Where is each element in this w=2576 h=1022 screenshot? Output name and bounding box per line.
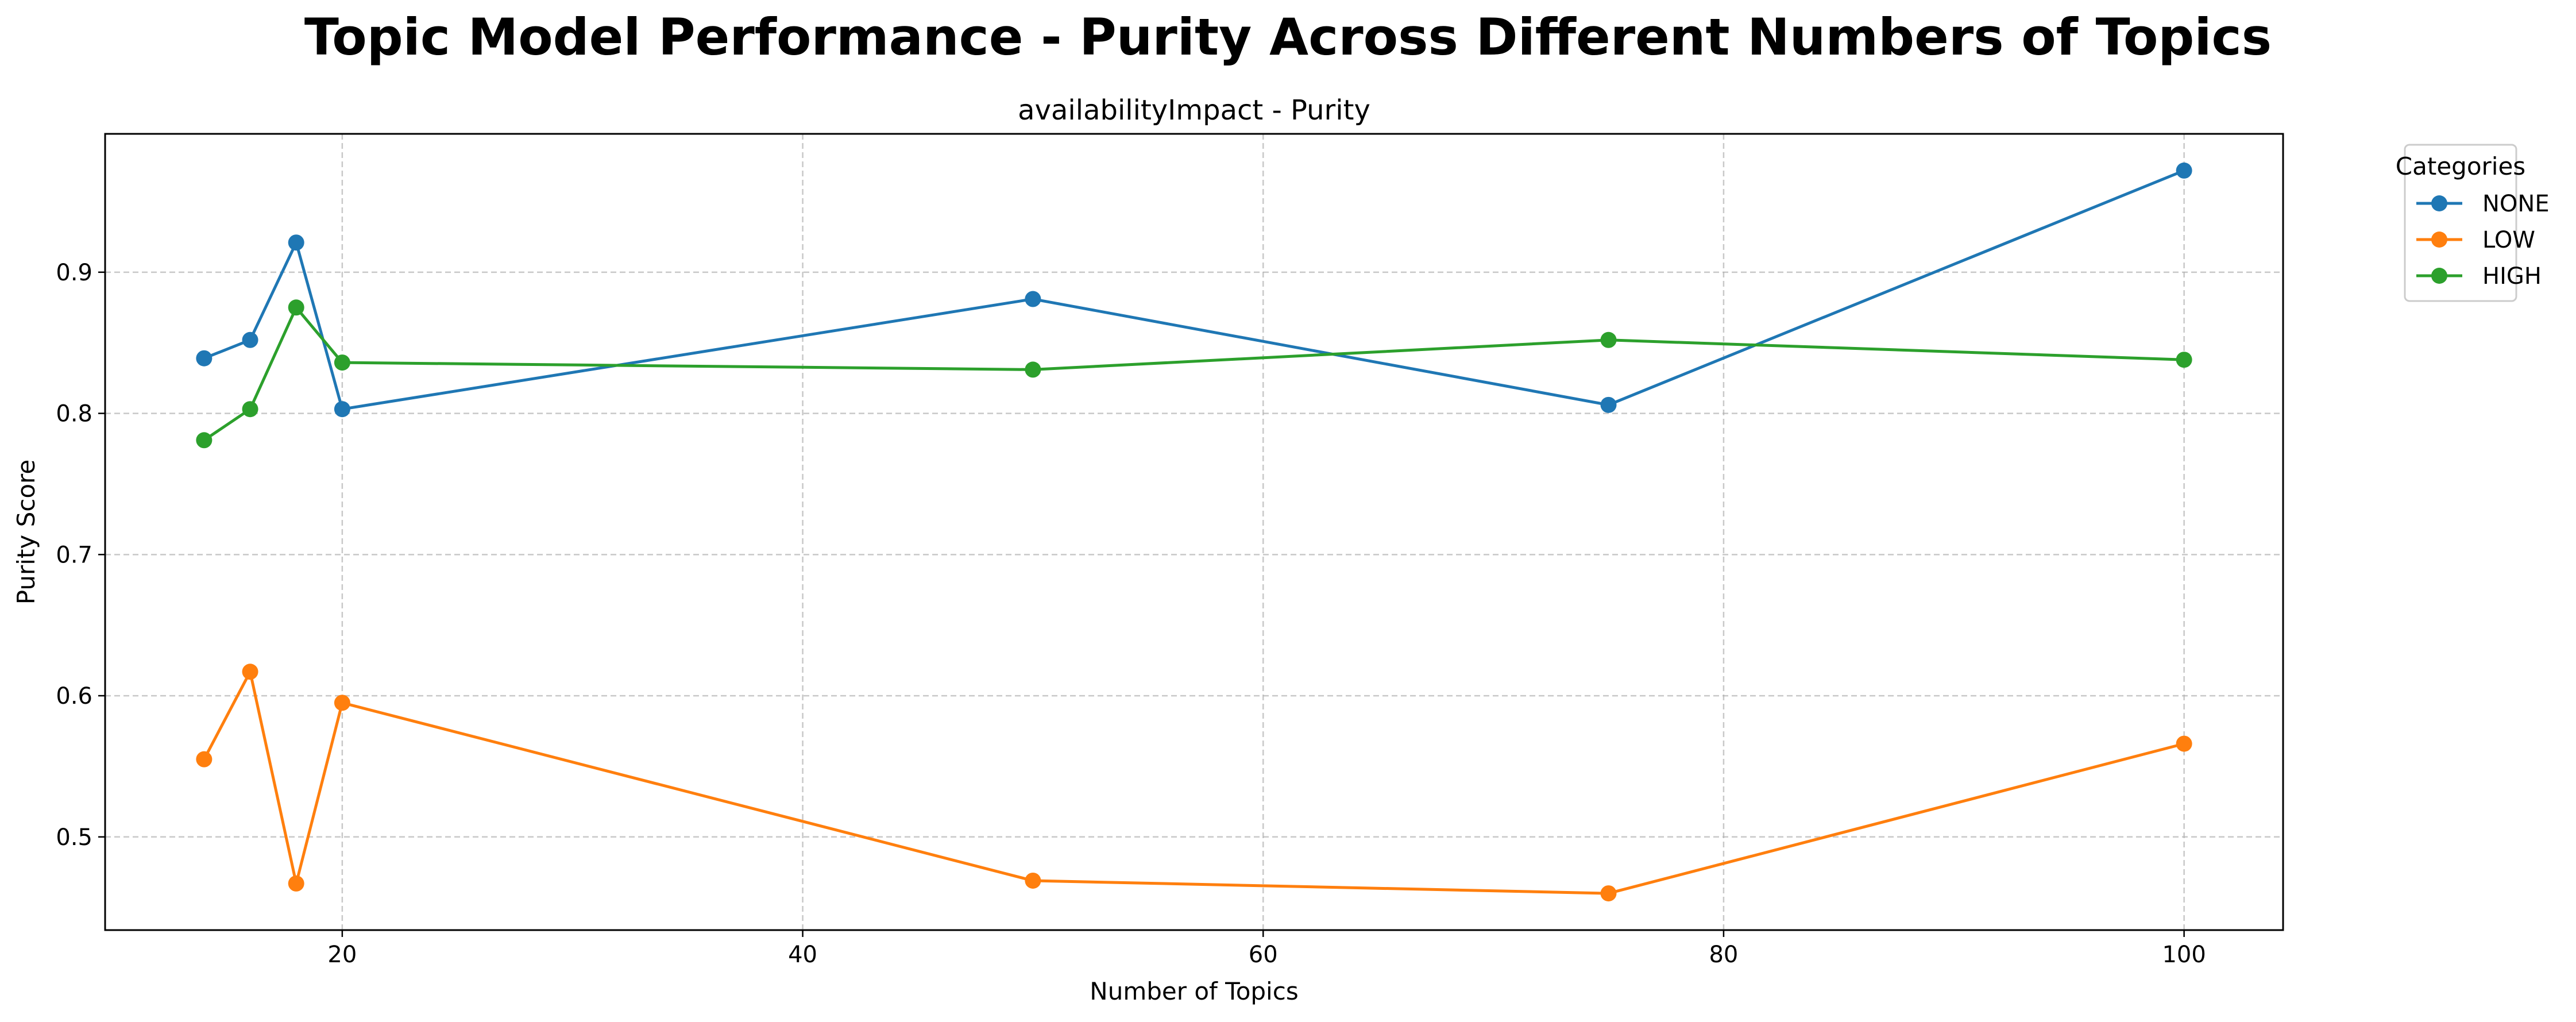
x-tick-label: 40 <box>788 942 817 968</box>
series-line-low <box>203 670 2185 895</box>
x-tick-label: 20 <box>327 942 357 968</box>
data-point-low <box>2176 735 2192 752</box>
data-point-high <box>288 299 304 316</box>
legend-swatch-marker <box>2431 232 2447 248</box>
legend-label: LOW <box>2482 227 2535 253</box>
legend-frame <box>2404 144 2517 302</box>
data-point-none <box>196 350 213 367</box>
data-point-high <box>334 354 350 371</box>
series-low <box>196 664 2192 902</box>
data-point-high <box>242 401 258 418</box>
x-tick-label: 100 <box>2162 942 2206 968</box>
y-tick-label: 0.6 <box>56 683 92 709</box>
legend-item-low: LOW <box>2416 227 2535 253</box>
legend-items: NONE LOW HIGH <box>2416 191 2550 290</box>
legend: Categories NONE LOW HIGH <box>2396 144 2550 302</box>
data-point-high <box>1600 331 1617 348</box>
data-point-none <box>288 234 304 251</box>
legend-item-none: NONE <box>2416 191 2550 217</box>
data-point-high <box>196 432 213 449</box>
legend-label: HIGH <box>2482 263 2542 290</box>
data-point-low <box>196 751 213 768</box>
data-point-low <box>1600 885 1617 902</box>
x-tick-label: 60 <box>1249 942 1278 968</box>
y-tick-label: 0.9 <box>56 260 92 286</box>
series-layer <box>196 162 2192 902</box>
legend-item-high: HIGH <box>2416 263 2542 290</box>
x-axis-label: Number of Topics <box>1090 977 1298 1005</box>
series-line-none <box>203 169 2185 411</box>
data-point-low <box>242 664 258 680</box>
axes-title: availabilityImpact - Purity <box>1018 94 1370 126</box>
legend-swatch-marker <box>2431 268 2447 284</box>
data-point-high <box>1025 361 1041 378</box>
series-none <box>196 162 2192 418</box>
grid-layer <box>105 134 2283 930</box>
legend-swatch-marker <box>2431 195 2447 211</box>
figure-title: Topic Model Performance - Purity Across … <box>304 7 2272 67</box>
plot-area-frame <box>104 133 2284 931</box>
legend-title: Categories <box>2396 152 2525 180</box>
data-point-none <box>1025 291 1041 307</box>
data-point-low <box>288 875 304 892</box>
data-point-none <box>242 331 258 348</box>
ticks-layer: 20 40 60 80 100 0.5 0.6 0.7 0.8 0.9 <box>56 260 2206 968</box>
data-point-none <box>2176 162 2192 179</box>
data-point-high <box>2176 352 2192 368</box>
data-point-low <box>334 695 350 711</box>
legend-label: NONE <box>2482 191 2550 217</box>
data-point-low <box>1025 872 1041 889</box>
data-point-none <box>334 401 350 418</box>
y-tick-label: 0.8 <box>56 401 92 427</box>
y-tick-label: 0.7 <box>56 542 92 568</box>
x-tick-label: 80 <box>1709 942 1738 968</box>
y-axis-label: Purity Score <box>12 460 40 604</box>
data-point-none <box>1600 396 1617 413</box>
series-high <box>196 299 2192 449</box>
y-tick-label: 0.5 <box>56 824 92 851</box>
